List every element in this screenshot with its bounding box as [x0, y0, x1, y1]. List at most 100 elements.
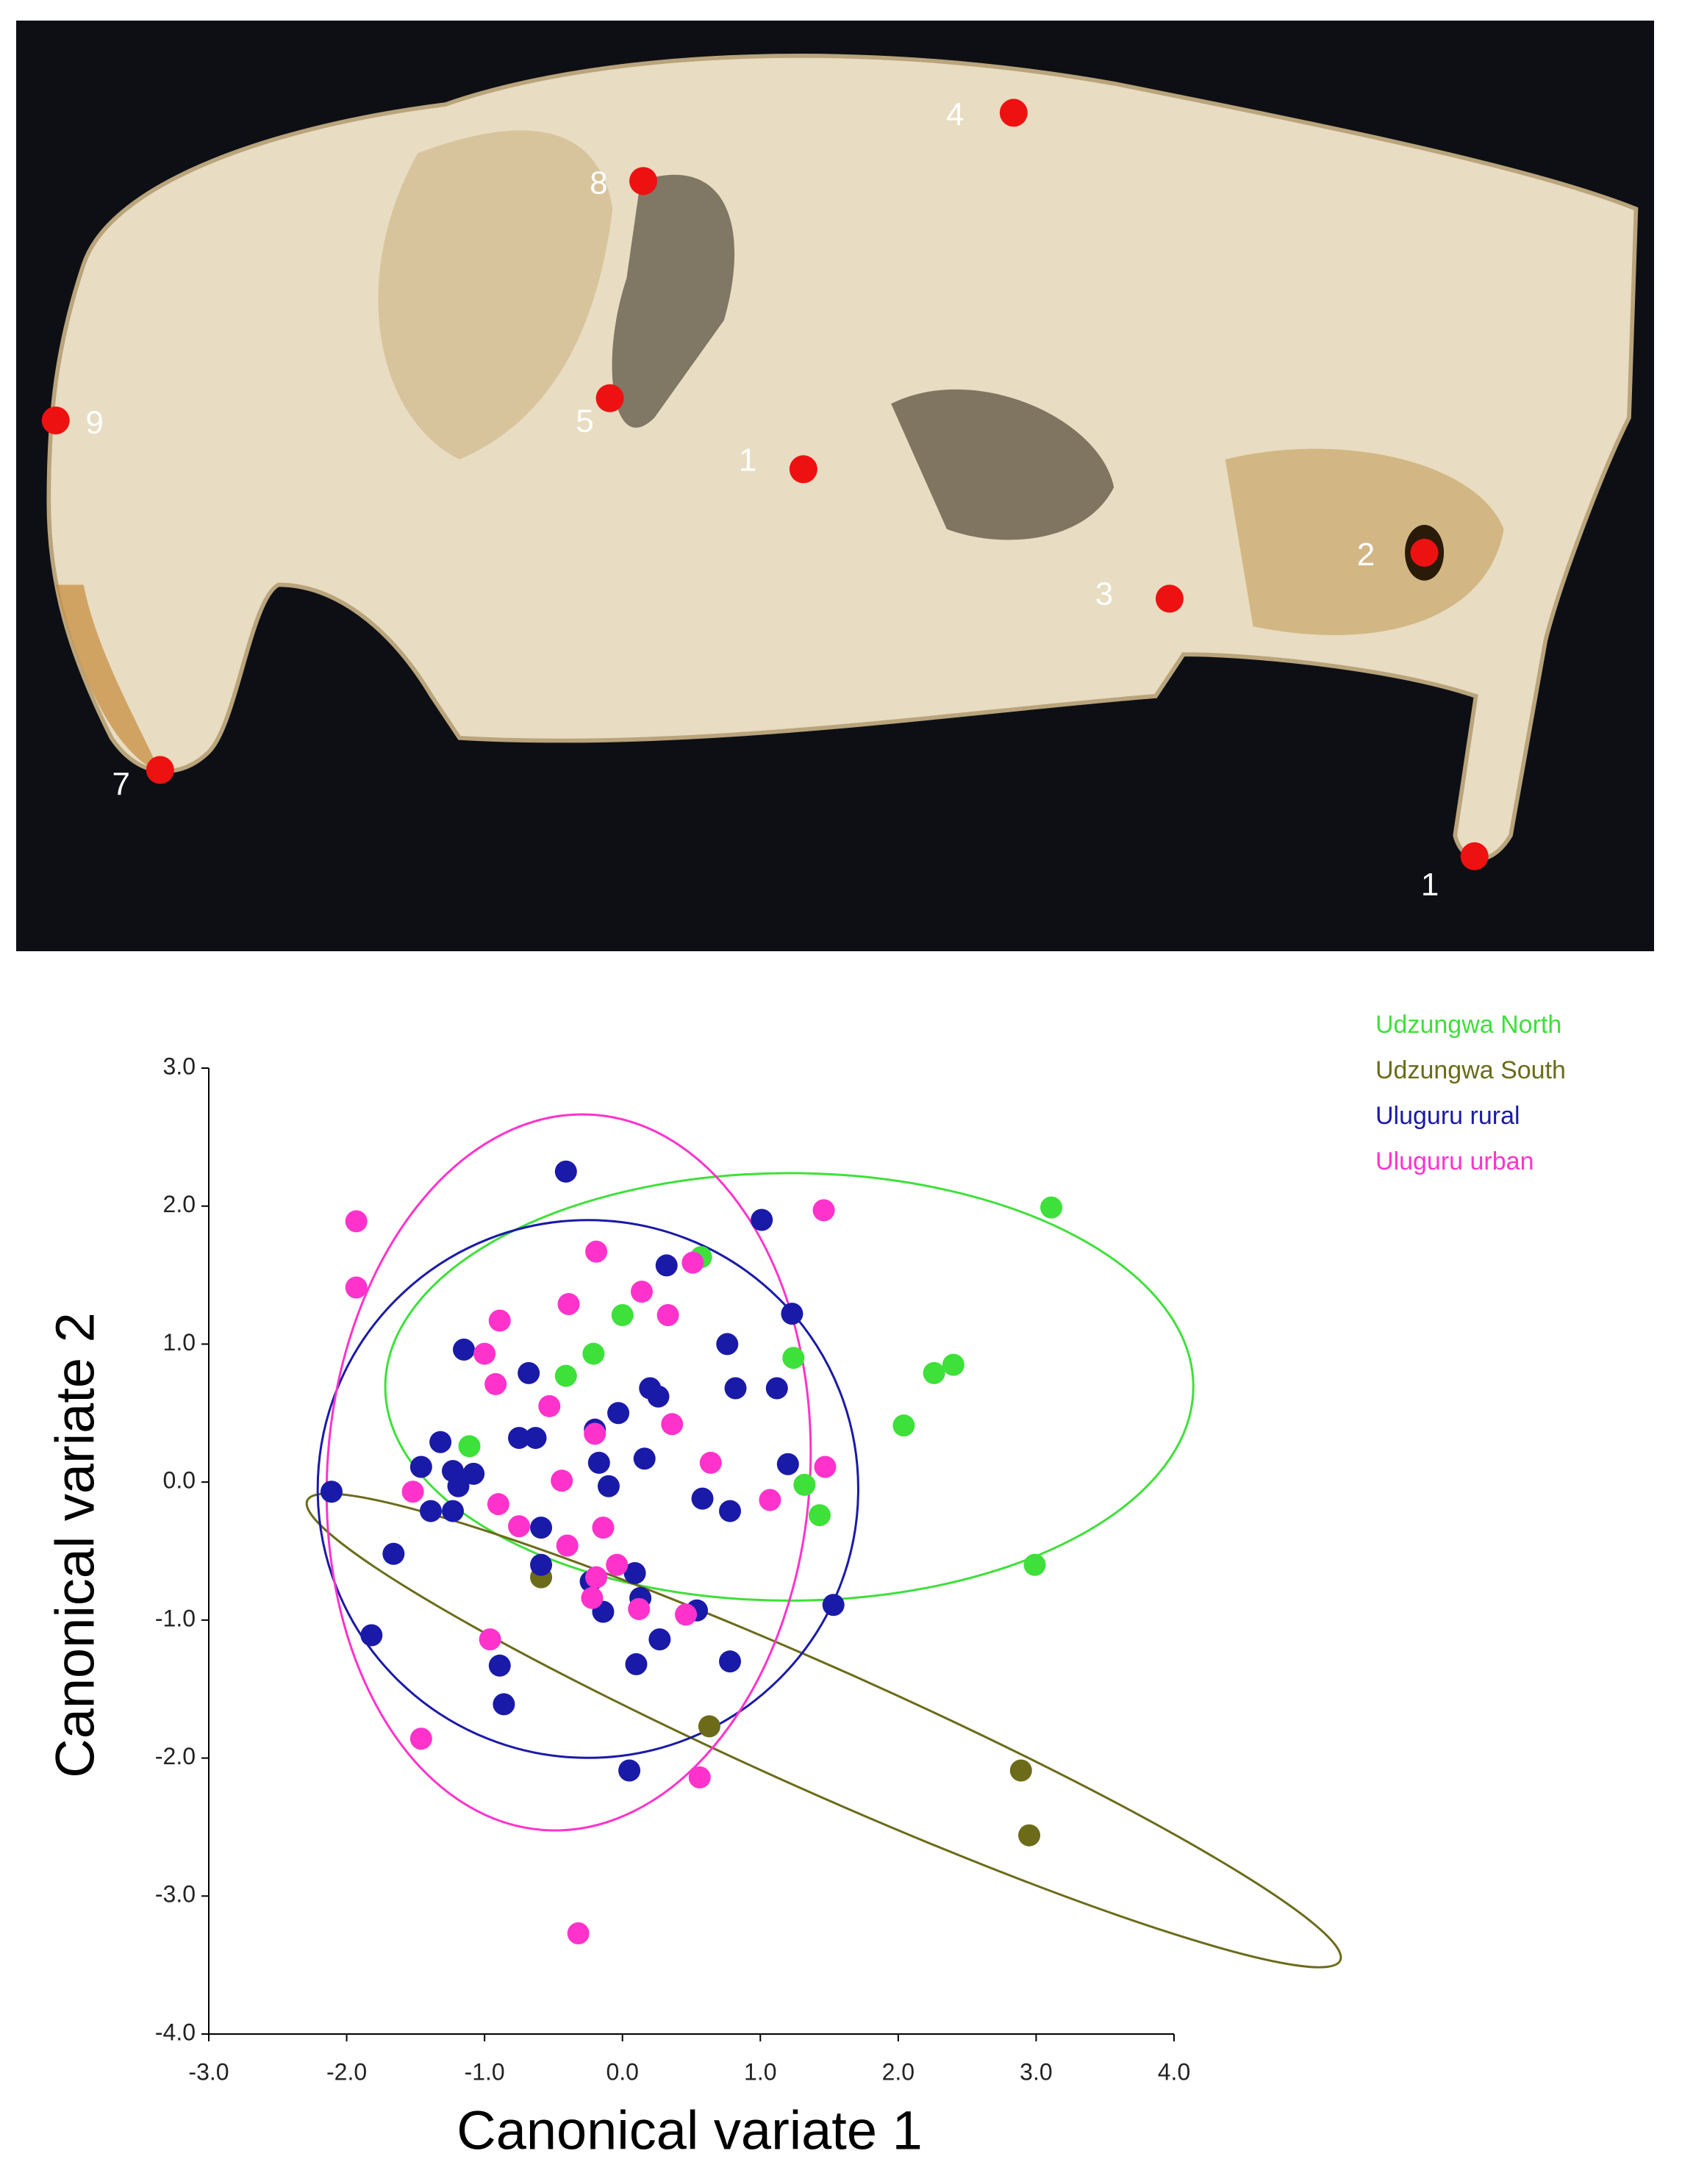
landmark-dot	[789, 455, 817, 484]
data-point	[759, 1489, 781, 1511]
data-point	[584, 1422, 606, 1445]
data-point	[458, 1435, 481, 1458]
data-point	[442, 1500, 465, 1522]
data-point	[409, 1456, 432, 1478]
data-point	[524, 1427, 547, 1450]
data-point	[382, 1542, 405, 1565]
data-point	[628, 1597, 651, 1620]
data-point	[554, 1160, 577, 1183]
data-point	[345, 1210, 368, 1233]
data-point	[923, 1361, 945, 1384]
data-point	[484, 1372, 507, 1395]
x-tick-label: -1.0	[465, 2058, 505, 2085]
x-tick-label: 0.0	[606, 2058, 638, 2085]
y-tick-label: -3.0	[155, 1881, 196, 1908]
data-point	[530, 1553, 553, 1576]
data-point	[776, 1453, 799, 1475]
data-point	[698, 1715, 720, 1738]
data-point	[587, 1451, 610, 1474]
data-point	[360, 1624, 383, 1647]
y-tick-label: 2.0	[163, 1191, 196, 1217]
x-tick-label: 2.0	[882, 2058, 915, 2085]
landmark-label: 5	[576, 403, 593, 439]
landmark-dot	[1410, 538, 1439, 567]
data-point	[812, 1199, 835, 1222]
y-tick-label: 3.0	[163, 1053, 196, 1079]
data-point	[656, 1304, 679, 1327]
zygomatic-opening	[891, 389, 1114, 540]
data-point	[647, 1385, 670, 1408]
y-tick-label: 0.0	[163, 1467, 196, 1494]
data-point	[462, 1462, 485, 1485]
data-point	[618, 1759, 641, 1782]
confidence-ellipse	[305, 1492, 1342, 1969]
legend-entry: Udzungwa North	[1375, 1011, 1561, 1039]
data-point	[554, 1364, 577, 1387]
data-point	[630, 1281, 653, 1303]
data-point	[557, 1292, 580, 1315]
data-point	[488, 1309, 511, 1332]
y-tick-label: -4.0	[155, 2019, 196, 2045]
data-point	[556, 1534, 579, 1557]
y-tick-label: -1.0	[155, 1605, 196, 1631]
legend-entry: Udzungwa South	[1375, 1056, 1566, 1084]
data-point	[623, 1562, 646, 1585]
data-point	[345, 1276, 368, 1299]
x-tick-label: 1.0	[744, 2058, 776, 2085]
incisor	[55, 584, 160, 773]
data-point	[781, 1303, 804, 1325]
data-point	[691, 1487, 714, 1510]
data-point	[447, 1475, 470, 1497]
data-point	[648, 1628, 671, 1651]
data-point	[1009, 1759, 1032, 1782]
landmark-label: 4	[946, 97, 964, 133]
data-point	[429, 1431, 452, 1453]
data-point	[1023, 1553, 1046, 1576]
landmark-dot	[41, 406, 70, 434]
data-point	[1040, 1196, 1063, 1219]
data-point	[814, 1456, 837, 1478]
data-point	[782, 1347, 805, 1370]
legend-entry: Uluguru urban	[1375, 1148, 1534, 1175]
landmark-label: 9	[86, 404, 104, 440]
data-point	[633, 1447, 656, 1470]
landmark-dot	[999, 99, 1028, 127]
data-point	[320, 1481, 343, 1503]
data-point	[808, 1504, 831, 1527]
data-point	[581, 1586, 604, 1609]
x-tick-label: -2.0	[326, 2058, 367, 2085]
landmark-label: 1	[1421, 867, 1439, 903]
x-axis-title: Canonical variate 1	[457, 2100, 922, 2161]
data-point	[585, 1566, 608, 1589]
landmark-label: 8	[590, 165, 607, 201]
skull-photo: 4 8 9 5 1 2 3 7 1	[16, 21, 1654, 951]
data-point	[716, 1333, 739, 1356]
data-point	[488, 1654, 511, 1677]
data-point	[582, 1342, 605, 1365]
orbit	[612, 174, 735, 428]
data-point	[892, 1414, 915, 1437]
data-point	[551, 1469, 573, 1492]
y-tick-label: 1.0	[163, 1329, 196, 1356]
skull	[46, 54, 1639, 862]
data-point	[493, 1693, 515, 1716]
data-point	[479, 1628, 501, 1651]
data-point	[508, 1427, 531, 1450]
data-point	[1018, 1824, 1041, 1847]
data-point	[453, 1338, 476, 1361]
y-axis-title: Canonical variate 2	[45, 1312, 106, 1777]
data-point	[508, 1515, 531, 1538]
y-tick-label: -2.0	[155, 1743, 196, 1769]
data-point	[719, 1500, 742, 1522]
data-point	[681, 1251, 704, 1274]
landmark-label: 2	[1357, 537, 1375, 573]
data-point	[688, 1766, 711, 1789]
landmark-dot	[1460, 842, 1489, 870]
data-point	[401, 1481, 424, 1503]
data-point	[699, 1451, 722, 1474]
data-point	[724, 1377, 747, 1400]
landmark-dot	[146, 756, 174, 784]
data-point	[487, 1493, 509, 1516]
legend-entry: Uluguru rural	[1375, 1102, 1520, 1130]
data-point	[751, 1209, 773, 1231]
